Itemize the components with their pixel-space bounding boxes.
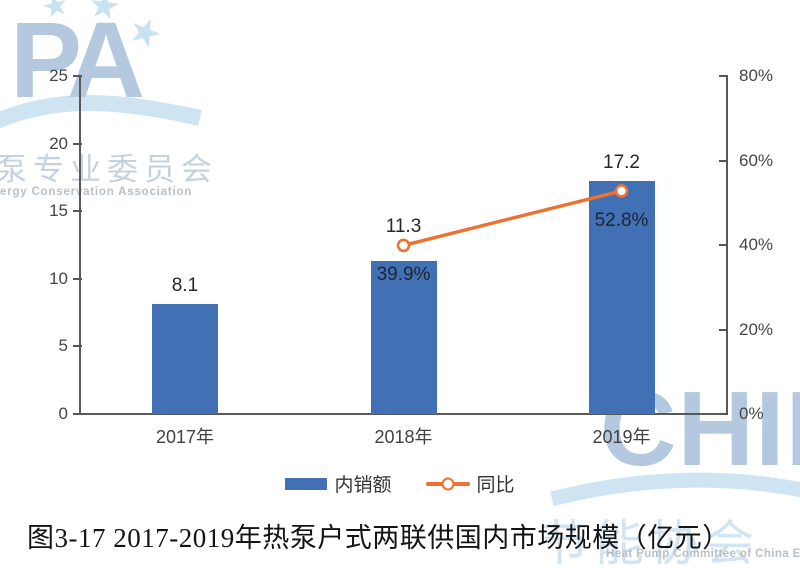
y-axis-left-tick-label: 20: [49, 133, 68, 153]
bar-0: [152, 304, 218, 414]
legend-ring-marker-icon: [441, 477, 454, 490]
watermark-org-name-cn-bottom: 节能协会热泵: [540, 517, 761, 571]
x-axis-label-1: 2018年: [374, 427, 433, 447]
y-axis-left-tick-mark: [73, 345, 82, 348]
y-axis-left-tick-mark: [73, 210, 82, 213]
y-axis-left-tick-mark: [73, 277, 82, 280]
bar-value-label-1: 11.3: [385, 216, 422, 238]
y-axis-left-tick-mark: [73, 142, 82, 145]
x-axis: [79, 413, 728, 415]
y-axis-right-tick-mark: [719, 413, 728, 415]
legend-item-domestic-sales: 内销额: [285, 470, 392, 497]
x-axis-label-0: 2017年: [155, 427, 215, 447]
y-axis-left-tick-mark: [73, 75, 82, 77]
wave-swoosh-blue-bottomright: [550, 472, 800, 507]
bar-value-label-0: 8.1: [171, 275, 199, 297]
legend-label-growth: 同比: [476, 475, 515, 496]
growth-rate-line: [403, 189, 622, 248]
y-axis-left-tick-label: 0: [58, 404, 68, 423]
bar-2: [588, 181, 655, 414]
y-axis-left-tick-mark: [73, 413, 82, 415]
line-marker-icon: [614, 184, 629, 198]
line-marker-icon: [396, 238, 411, 253]
legend-label-domestic-sales: 内销额: [334, 475, 392, 496]
wave-swoosh-white-bottomright: [556, 445, 800, 475]
y-axis-right-tick-mark: [719, 75, 728, 77]
growth-value-label-2: 52.8%: [594, 209, 649, 231]
y-axis-right-tick-label: 0%: [739, 404, 764, 423]
watermark-logo-letters-pa: PA: [10, 0, 145, 120]
watermark-org-name-en-bottom: Heat Pump Committee of China Ener: [606, 548, 800, 560]
legend-line-swatch: [425, 477, 470, 490]
legend-bar-swatch: [285, 477, 328, 490]
watermark-org-name-en: ergy Conservation Association: [0, 186, 193, 198]
bar-1: [370, 261, 437, 414]
y-axis-right-tick-mark: [719, 328, 728, 331]
y-axis-left-tick-label: 10: [49, 268, 68, 288]
y-axis-right-tick-mark: [719, 244, 728, 246]
y-axis-right-tick-label: 80%: [739, 66, 774, 85]
y-axis-left-tick-label: 5: [58, 336, 68, 356]
growth-value-label-1: 39.9%: [376, 264, 431, 286]
wave-swoosh-white-topleft: [0, 69, 161, 100]
legend: 内销额 同比: [0, 470, 800, 497]
wave-swoosh-blue-topleft: [0, 94, 202, 129]
y-axis-left: [79, 75, 81, 415]
y-axis-right-tick-label: 20%: [739, 319, 774, 339]
y-axis-left-tick-label: 15: [49, 201, 68, 221]
y-axis-right-tick-label: 60%: [739, 150, 774, 170]
figure-caption: 图3-17 2017-2019年热泵户式两联供国内市场规模（亿元）: [27, 523, 730, 553]
bar-value-label-2: 17.2: [603, 152, 640, 174]
y-axis-left-tick-label: 25: [49, 66, 68, 85]
y-axis-right-tick-mark: [719, 159, 728, 162]
legend-item-growth: 同比: [425, 470, 515, 497]
y-axis-right-tick-label: 40%: [739, 235, 774, 254]
x-axis-label-2: 2019年: [592, 427, 651, 447]
watermark-org-name-cn: 泵专业委员会: [0, 152, 218, 187]
